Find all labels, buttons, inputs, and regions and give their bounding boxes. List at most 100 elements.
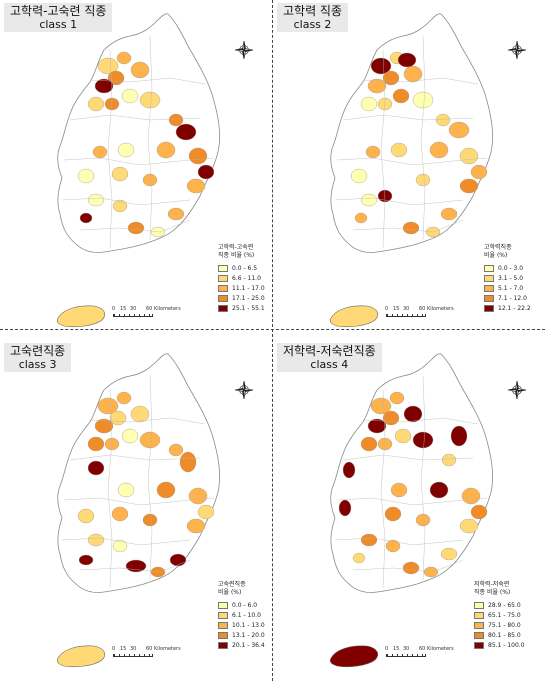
scale-tick: 60 Kilometers: [146, 306, 181, 312]
district-region: [130, 61, 150, 79]
map-legend: 고학력직종 비율 (%) 0.0 - 3.0 3.1 - 5.0 5.1 - 7.0 7.…: [484, 244, 531, 314]
map-panel-class-2: 고학력 직종 class 2 고학력직종 비율 (%) 0.0 - 3.0 3.1 - 5…: [273, 0, 545, 340]
legend-swatch: [218, 285, 228, 292]
district-region: [186, 518, 206, 534]
scale-bar: 0 15 30 60 Kilometers: [112, 306, 202, 320]
legend-swatch: [218, 622, 228, 629]
district-region: [130, 405, 150, 423]
legend-swatch: [218, 265, 228, 272]
district-region: [435, 113, 451, 127]
panel-title: 고숙련직종 class 3: [4, 343, 72, 372]
district-region: [403, 65, 423, 83]
legend-label: 28.9 - 65.0: [488, 602, 521, 609]
district-region: [441, 453, 457, 467]
district-region: [186, 178, 206, 194]
scale-line: [386, 654, 426, 657]
district-region: [92, 145, 108, 159]
legend-swatch: [218, 295, 228, 302]
district-region: [461, 487, 481, 505]
district-region: [382, 410, 400, 426]
district-region: [121, 428, 139, 444]
region-fills: [77, 51, 215, 238]
scale-tick: 15: [393, 306, 400, 312]
scale-tick: 0: [385, 646, 389, 652]
region-fills: [77, 391, 215, 578]
district-region: [392, 88, 410, 104]
district-region: [87, 533, 105, 547]
district-region: [390, 142, 408, 158]
legend-label: 6.1 - 10.0: [232, 612, 261, 619]
district-region: [139, 431, 161, 449]
district-region: [450, 425, 468, 447]
legend-swatch: [474, 622, 484, 629]
map-legend: 저학력-저숙련 직종 비율 (%) 28.9 - 65.0 65.1 - 75.0 75…: [474, 581, 525, 651]
jeju-island: [56, 645, 106, 668]
district-boundaries: [334, 375, 488, 589]
legend-swatch: [484, 295, 494, 302]
legend-label: 13.1 - 20.0: [232, 632, 265, 639]
district-region: [367, 418, 387, 434]
compass-rose-icon: [234, 380, 254, 400]
district-region: [78, 554, 94, 566]
district-region: [112, 539, 128, 553]
legend-label: 0.0 - 6.5: [232, 265, 258, 272]
panel-title-main: 고학력 직종: [283, 4, 343, 18]
legend-item: 20.1 - 36.4: [218, 641, 265, 650]
legend-item: 0.0 - 6.5: [218, 264, 265, 273]
district-region: [354, 212, 368, 224]
legend-label: 17.1 - 25.0: [232, 295, 265, 302]
district-region: [360, 96, 378, 112]
district-region: [168, 443, 184, 457]
district-region: [139, 91, 161, 109]
choropleth-map: [329, 353, 527, 668]
district-region: [459, 147, 479, 165]
scale-tick: 15: [393, 646, 400, 652]
legend-item: 11.1 - 17.0: [218, 284, 265, 293]
jeju-island: [56, 305, 106, 328]
district-region: [385, 539, 401, 553]
legend-swatch: [474, 612, 484, 619]
legend-title: 고숙련직종 비율 (%): [218, 581, 246, 596]
legend-label: 10.1 - 13.0: [232, 622, 265, 629]
district-region: [127, 221, 145, 235]
district-region: [167, 207, 185, 221]
district-region: [365, 145, 381, 159]
legend-item: 0.0 - 3.0: [484, 264, 531, 273]
legend-item: 65.1 - 75.0: [474, 611, 525, 620]
legend-item: 6.1 - 10.0: [218, 611, 265, 620]
legend-swatch: [218, 275, 228, 282]
panel-title-main: 고숙련직종: [10, 344, 66, 358]
district-region: [389, 391, 405, 405]
legend-item: 6.6 - 11.0: [218, 274, 265, 283]
legend-label: 6.6 - 11.0: [232, 275, 261, 282]
legend-label: 5.1 - 7.0: [498, 285, 524, 292]
mainland-outline: [330, 13, 493, 253]
legend-swatch: [484, 265, 494, 272]
district-region: [403, 405, 423, 423]
map-panel-class-4: 저학력-저숙련직종 class 4 저학력-저숙련 직종 비율 (%) 28.9 - 6…: [273, 340, 545, 680]
scale-tick: 0: [112, 306, 116, 312]
district-region: [97, 57, 119, 75]
legend-swatch: [474, 642, 484, 649]
legend-label: 7.1 - 12.0: [498, 295, 527, 302]
district-region: [440, 207, 458, 221]
district-region: [111, 166, 129, 182]
legend-swatch: [474, 632, 484, 639]
district-region: [402, 561, 420, 575]
scale-tick: 30: [403, 646, 410, 652]
scale-tick: 30: [130, 306, 137, 312]
district-region: [156, 481, 176, 499]
map-legend: 고학력-고숙련 직종 비율 (%) 0.0 - 6.5 6.6 - 11.0 11.1 …: [218, 244, 265, 314]
scale-bar: 0 15 30 60 Kilometers: [385, 646, 475, 660]
jeju-island: [329, 645, 379, 668]
district-region: [197, 504, 215, 520]
district-region: [448, 121, 470, 139]
legend-label: 20.1 - 36.4: [232, 642, 265, 649]
legend-swatch: [484, 305, 494, 312]
legend-item: 13.1 - 20.0: [218, 631, 265, 640]
legend-item: 28.9 - 65.0: [474, 601, 525, 610]
panel-title-class: class 3: [18, 358, 57, 371]
choropleth-map: [56, 353, 254, 668]
district-region: [360, 193, 378, 207]
district-region: [87, 96, 105, 112]
